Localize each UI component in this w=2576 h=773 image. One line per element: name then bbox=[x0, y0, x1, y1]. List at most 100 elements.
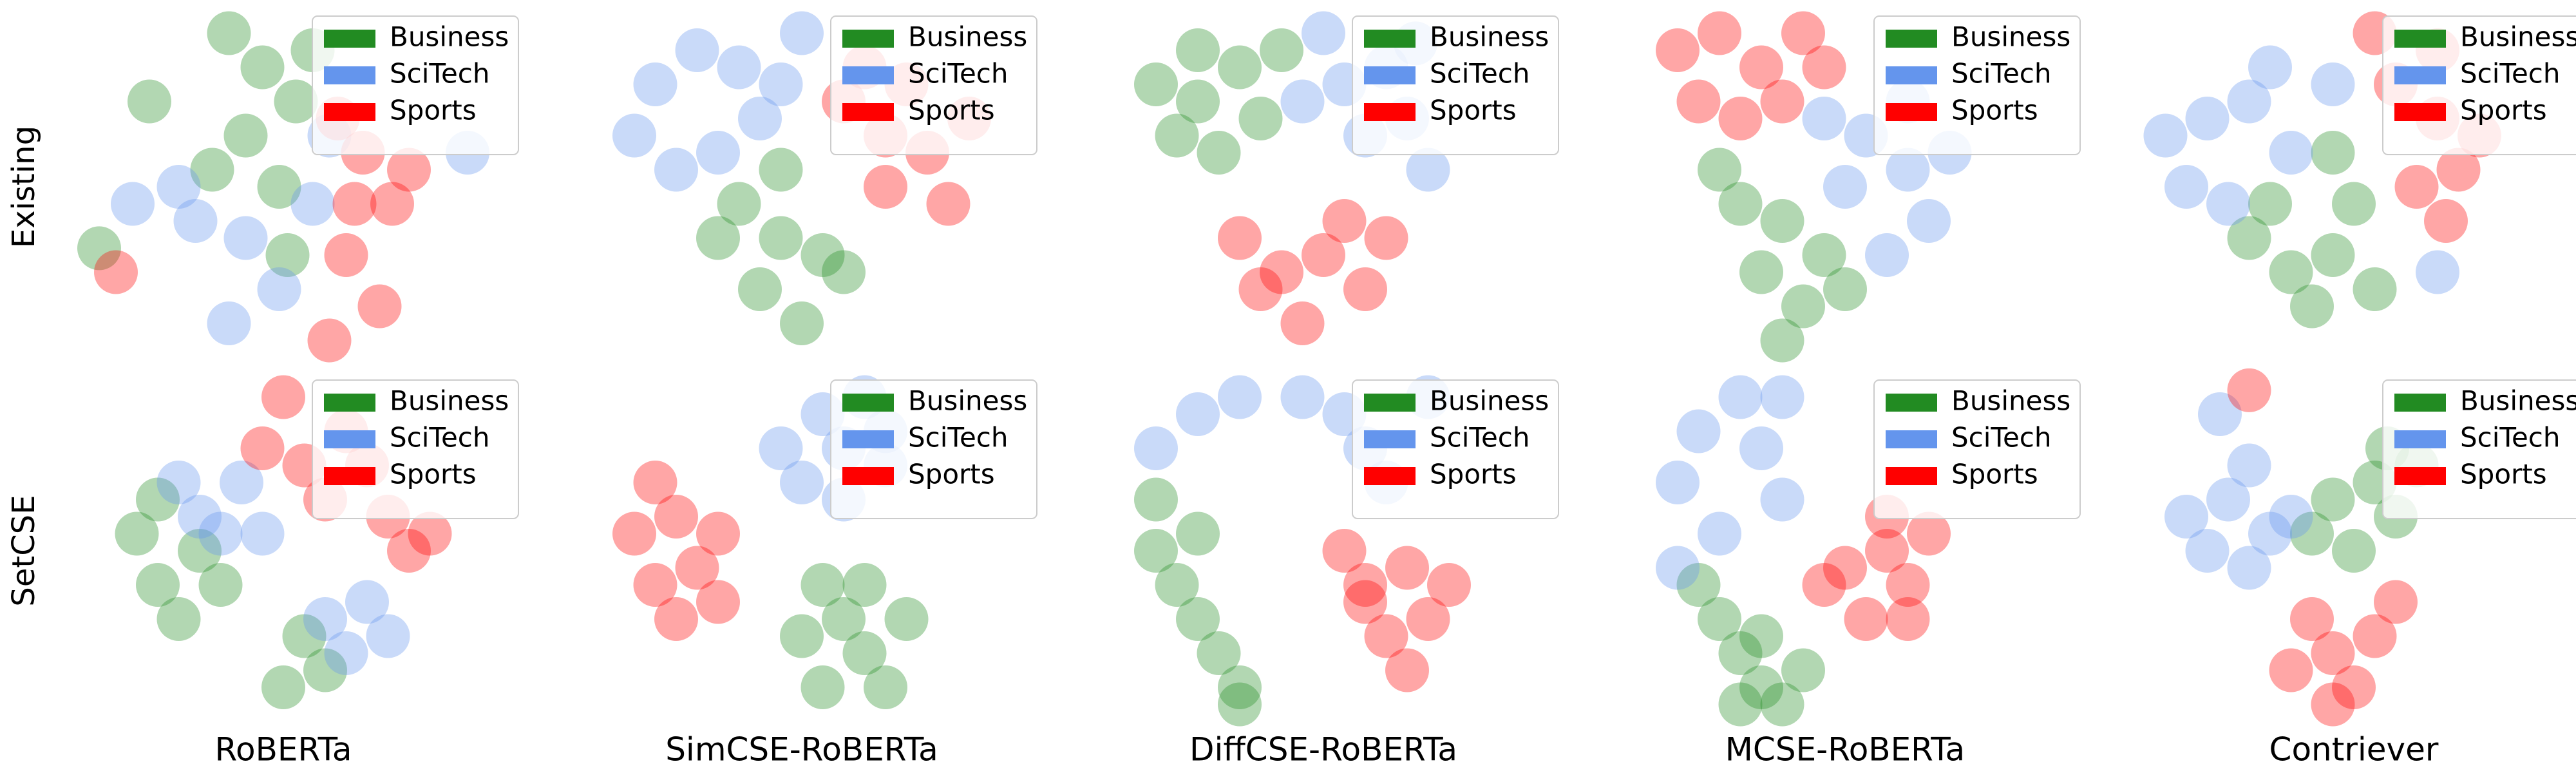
panel: Business SciTech Sports bbox=[115, 375, 519, 709]
point bbox=[1406, 597, 1450, 641]
legend-label: SciTech bbox=[908, 58, 1009, 90]
point bbox=[612, 113, 656, 158]
legend-swatch bbox=[324, 30, 375, 48]
point bbox=[220, 461, 263, 504]
legend-swatch bbox=[1364, 30, 1416, 48]
point bbox=[1302, 233, 1345, 277]
point bbox=[2269, 250, 2313, 294]
point bbox=[136, 477, 180, 522]
legend-swatch bbox=[1886, 30, 1937, 48]
legend-swatch bbox=[842, 66, 894, 84]
legend-label: SciTech bbox=[908, 422, 1009, 453]
point bbox=[1176, 28, 1220, 72]
point bbox=[1739, 614, 1783, 658]
legend-swatch bbox=[324, 103, 375, 121]
point bbox=[2311, 682, 2355, 727]
point bbox=[759, 62, 803, 106]
point bbox=[387, 529, 431, 573]
point bbox=[1197, 131, 1241, 175]
point bbox=[324, 631, 368, 675]
point bbox=[696, 131, 740, 175]
point bbox=[2164, 495, 2208, 539]
point bbox=[2436, 148, 2481, 192]
point bbox=[345, 580, 389, 624]
point bbox=[357, 284, 402, 329]
row-label: SetCSE bbox=[6, 495, 42, 606]
point bbox=[1322, 199, 1367, 243]
point bbox=[2227, 79, 2271, 124]
legend-swatch bbox=[324, 66, 375, 84]
point bbox=[1802, 563, 1846, 607]
point bbox=[265, 233, 310, 277]
point bbox=[190, 148, 234, 192]
point bbox=[1781, 648, 1825, 692]
legend-swatch bbox=[1364, 66, 1416, 84]
legend-label: Business bbox=[1951, 21, 2070, 53]
point bbox=[1134, 426, 1178, 470]
point bbox=[1385, 648, 1429, 692]
point bbox=[1760, 375, 1804, 419]
point bbox=[1823, 267, 1867, 311]
legend-swatch bbox=[324, 467, 375, 485]
legend-swatch bbox=[1886, 430, 1937, 448]
point bbox=[2185, 529, 2230, 573]
legend-label: Business bbox=[390, 21, 509, 53]
legend: Business SciTech Sports bbox=[2382, 15, 2576, 155]
column-label: MCSE-RoBERTa bbox=[1725, 731, 1965, 768]
point bbox=[2424, 199, 2468, 243]
point bbox=[717, 182, 761, 226]
point bbox=[1886, 563, 1930, 607]
column-label: SimCSE-RoBERTa bbox=[665, 731, 938, 768]
point bbox=[324, 233, 368, 277]
point bbox=[1676, 563, 1721, 607]
point bbox=[1280, 79, 1325, 124]
point bbox=[111, 182, 155, 226]
point bbox=[366, 614, 410, 658]
point bbox=[2248, 182, 2292, 226]
legend-label: SciTech bbox=[1951, 422, 2052, 453]
point bbox=[1343, 580, 1387, 624]
point bbox=[842, 563, 887, 607]
legend: Business SciTech Sports bbox=[830, 379, 1037, 519]
point bbox=[2269, 131, 2313, 175]
legend-swatch bbox=[2394, 430, 2446, 448]
point bbox=[884, 597, 929, 641]
point bbox=[1823, 546, 1867, 590]
point bbox=[1886, 148, 1930, 192]
point bbox=[282, 614, 327, 658]
point bbox=[1698, 11, 1741, 55]
point bbox=[696, 511, 740, 556]
legend-swatch bbox=[1886, 394, 1937, 412]
point bbox=[207, 11, 251, 55]
legend: Business SciTech Sports bbox=[830, 15, 1037, 155]
legend-label: Sports bbox=[1951, 95, 2038, 126]
point bbox=[926, 182, 971, 226]
legend-label: Sports bbox=[1430, 459, 1517, 490]
point bbox=[1676, 79, 1721, 124]
point bbox=[2227, 443, 2271, 488]
point bbox=[408, 511, 452, 556]
legend-swatch bbox=[324, 430, 375, 448]
legend-swatch bbox=[1364, 430, 1416, 448]
point bbox=[94, 250, 138, 294]
point bbox=[257, 267, 301, 311]
point bbox=[696, 580, 740, 624]
legend-swatch bbox=[324, 394, 375, 412]
point bbox=[1760, 318, 1804, 363]
point bbox=[1364, 614, 1408, 658]
point bbox=[2248, 45, 2292, 90]
point bbox=[1802, 233, 1846, 277]
point bbox=[1364, 216, 1408, 260]
point bbox=[2311, 477, 2355, 522]
legend-label: Business bbox=[2460, 21, 2576, 53]
legend-label: Sports bbox=[1951, 459, 2038, 490]
point bbox=[2353, 267, 2397, 311]
point bbox=[274, 79, 318, 124]
point bbox=[633, 62, 677, 106]
point bbox=[1218, 665, 1262, 709]
point bbox=[864, 165, 907, 209]
legend-swatch bbox=[2394, 467, 2446, 485]
point bbox=[738, 97, 782, 140]
point bbox=[1155, 563, 1199, 607]
point bbox=[2332, 182, 2376, 226]
